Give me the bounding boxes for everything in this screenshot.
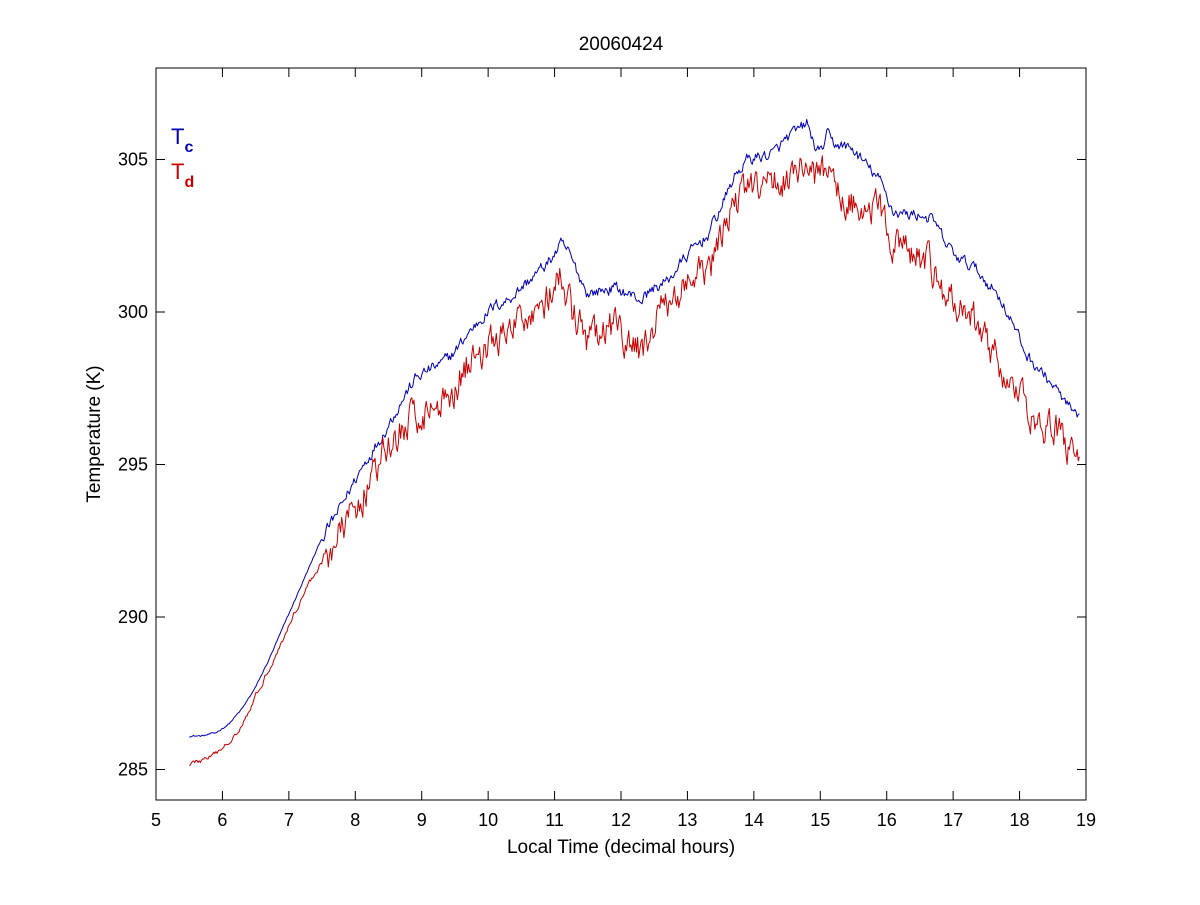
- x-tick-label: 14: [744, 810, 764, 830]
- y-tick-label: 305: [118, 150, 148, 170]
- x-tick-label: 13: [677, 810, 697, 830]
- legend-entry-td-main: T: [171, 159, 184, 184]
- chart-title: 20060424: [579, 34, 664, 55]
- y-tick-label: 285: [118, 760, 148, 780]
- legend-entry-tc-sub: c: [184, 139, 193, 156]
- x-tick-label: 15: [810, 810, 830, 830]
- y-axis-label: Temperature (K): [84, 365, 105, 502]
- plot-area: [156, 68, 1086, 800]
- series-line-0: [189, 118, 1080, 738]
- series-line-1: [189, 155, 1080, 766]
- legend-entry-tc-main: T: [171, 124, 184, 149]
- legend-entry-td-sub: d: [184, 174, 194, 191]
- x-tick-label: 5: [151, 810, 161, 830]
- x-tick-label: 7: [284, 810, 294, 830]
- y-tick-label: 290: [118, 607, 148, 627]
- x-tick-label: 16: [877, 810, 897, 830]
- legend: Tc Td: [171, 124, 194, 191]
- x-tick-label: 8: [350, 810, 360, 830]
- x-tick-labels: 5 6 7 8 9 10 11 12 13 14 15 16 17 18 19: [151, 810, 1096, 830]
- legend-entry-td: Td: [171, 159, 194, 191]
- legend-entry-tc: Tc: [171, 124, 193, 156]
- x-tick-label: 6: [217, 810, 227, 830]
- x-tick-label: 9: [417, 810, 427, 830]
- x-tick-label: 10: [478, 810, 498, 830]
- x-tick-label: 11: [545, 810, 564, 830]
- series-layer: [189, 118, 1080, 766]
- y-tick-label: 300: [118, 302, 148, 322]
- y-tick-label: 295: [118, 455, 148, 475]
- x-tick-label: 19: [1076, 810, 1096, 830]
- axes-box: [155, 67, 1087, 801]
- x-axis-label: Local Time (decimal hours): [507, 837, 735, 858]
- x-tick-label: 12: [611, 810, 631, 830]
- x-tick-label: 17: [943, 810, 963, 830]
- x-tick-label: 18: [1010, 810, 1030, 830]
- y-tick-labels: 285 290 295 300 305: [118, 150, 148, 780]
